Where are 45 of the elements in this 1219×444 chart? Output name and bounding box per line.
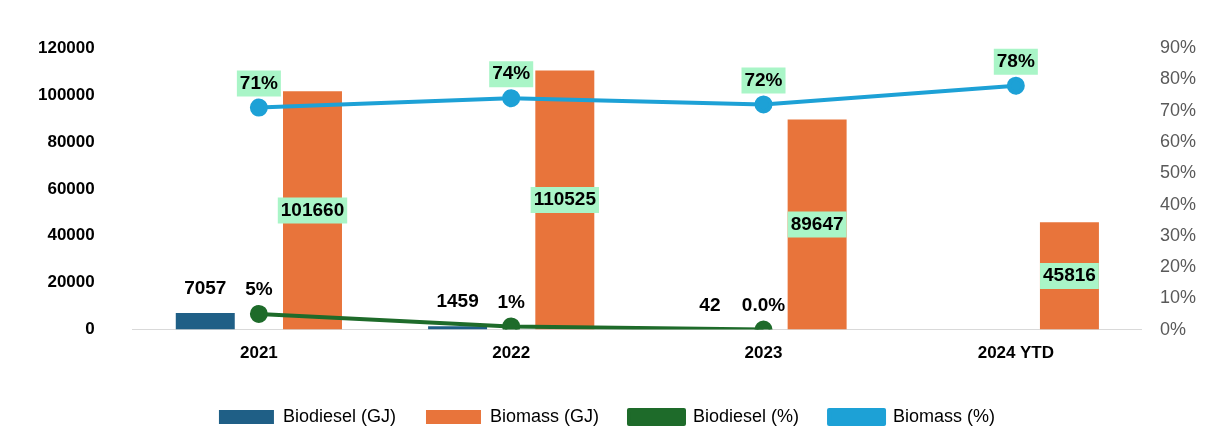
x-tick-label: 2022 <box>492 343 531 363</box>
legend-label: Biomass (GJ) <box>489 405 599 426</box>
y-tick-label: 120000 <box>37 37 95 57</box>
x-tick-label: 2021 <box>239 343 278 363</box>
y2-tick-label: 40% <box>1159 193 1196 214</box>
data-label: 89647 <box>790 212 844 234</box>
data-label: 45816 <box>1043 264 1096 286</box>
data-label: 5% <box>245 278 273 300</box>
y2-tick-label: 90% <box>1159 37 1196 58</box>
data-label: 71% <box>239 71 278 93</box>
y-tick-label: 80000 <box>47 131 95 151</box>
y2-tick-label: 20% <box>1159 256 1196 277</box>
y-tick-label: 60000 <box>47 178 95 198</box>
y-tick-label: 20000 <box>47 272 95 292</box>
point <box>754 95 773 114</box>
point <box>249 98 268 117</box>
data-label: 1% <box>497 290 526 312</box>
legend-label: Biodiesel (%) <box>693 405 800 426</box>
y-tick-label: 40000 <box>47 225 95 245</box>
data-label: 7057 <box>184 277 227 299</box>
data-label: 42 <box>699 293 721 315</box>
data-label: 74% <box>492 62 531 84</box>
data-label: 72% <box>744 68 783 90</box>
y2-tick-label: 10% <box>1159 287 1196 308</box>
x-tick-label: 2023 <box>744 343 783 363</box>
y2-tick-label: 80% <box>1159 68 1196 89</box>
data-label: 78% <box>996 49 1035 71</box>
legend-label: Biodiesel (GJ) <box>282 405 396 426</box>
y-tick-label: 0 <box>85 319 95 339</box>
y2-tick-label: 70% <box>1159 99 1196 120</box>
data-label: 1459 <box>436 290 479 312</box>
legend-label: Biomass (%) <box>893 405 996 426</box>
point <box>502 89 521 108</box>
data-label: 0.0% <box>741 293 786 315</box>
bar <box>787 119 847 330</box>
x-tick-label: 2024 YTD <box>977 343 1054 363</box>
data-label: 101660 <box>280 198 345 220</box>
point <box>1006 76 1025 95</box>
y2-tick-label: 60% <box>1159 130 1196 151</box>
y2-tick-label: 30% <box>1159 224 1196 245</box>
y-tick-label: 100000 <box>37 84 95 104</box>
y2-tick-label: 0% <box>1159 318 1186 339</box>
data-label: 110525 <box>533 188 597 210</box>
y2-tick-label: 50% <box>1159 162 1196 183</box>
bar <box>175 313 235 330</box>
